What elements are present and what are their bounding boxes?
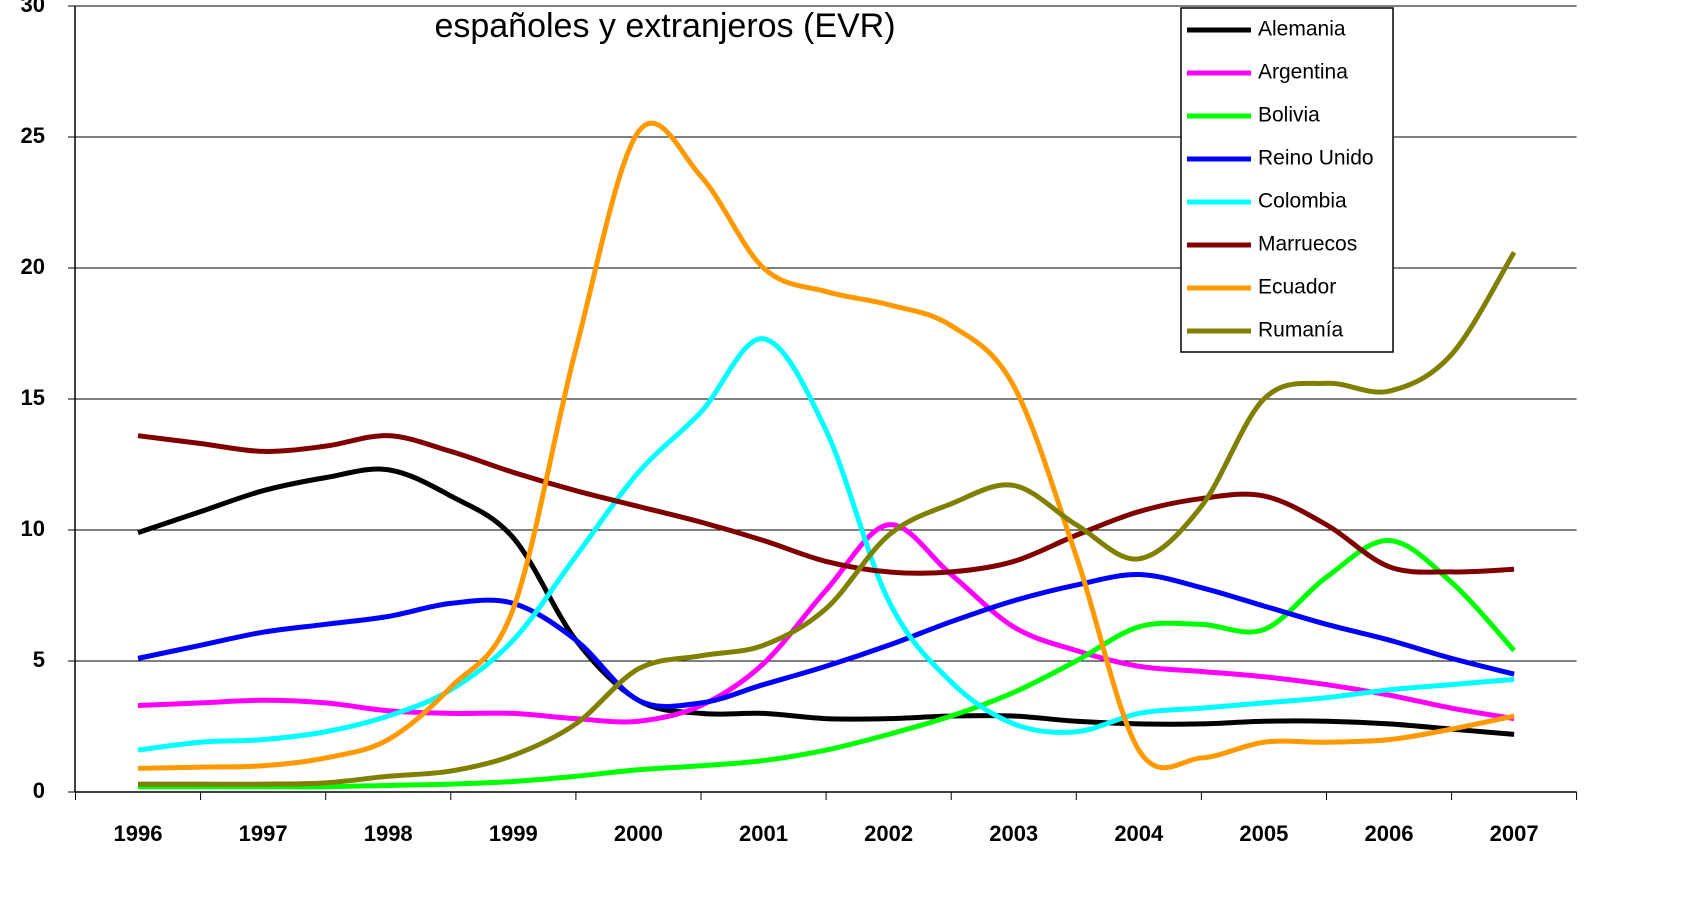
chart-title: españoles y extranjeros (EVR) [434,7,895,45]
x-tick-label: 2000 [614,821,663,846]
legend-label: Bolivia [1258,104,1320,127]
legend-label: Colombia [1258,190,1347,213]
series-line [137,336,1515,753]
legend-label: Reino Unido [1258,147,1374,170]
x-tick-label: 2005 [1239,821,1288,846]
y-tick-label: 25 [21,123,45,148]
x-tick-label: 1999 [489,821,538,846]
legend-label: Ecuador [1258,276,1336,299]
legend-label: Rumanía [1258,319,1344,342]
x-tick-label: 2007 [1490,821,1539,846]
y-tick-label: 20 [21,254,45,279]
x-tick-label: 2001 [739,821,788,846]
legend-label: Marruecos [1258,233,1357,256]
series-line [138,537,1516,790]
y-tick-label: 5 [33,647,45,672]
x-tick-label: 2003 [989,821,1038,846]
x-tick-label: 2006 [1365,821,1414,846]
plot: 0 5 10 15 20 25 30 1996 1997 1998 1999 2000 2001 2002… [21,0,1578,846]
series-line [137,250,1517,787]
series-line [137,466,1515,737]
series-line [137,433,1515,576]
x-tick-label: 2004 [1114,821,1164,846]
y-tick-label: 15 [21,385,45,410]
series-line [137,120,1515,771]
x-tick-label: 1998 [364,821,413,846]
y-tick-label: 30 [21,0,45,17]
series-line [137,572,1515,710]
x-tick-label: 1997 [239,821,288,846]
series-line [137,522,1515,725]
legend-label: Argentina [1258,61,1348,84]
legend-label: Alemania [1258,18,1346,41]
x-tick-label: 1996 [114,821,163,846]
y-tick-label: 10 [21,516,45,541]
y-tick-label: 0 [33,778,45,803]
x-tick-label: 2002 [864,821,913,846]
legend-box [1180,7,1394,353]
